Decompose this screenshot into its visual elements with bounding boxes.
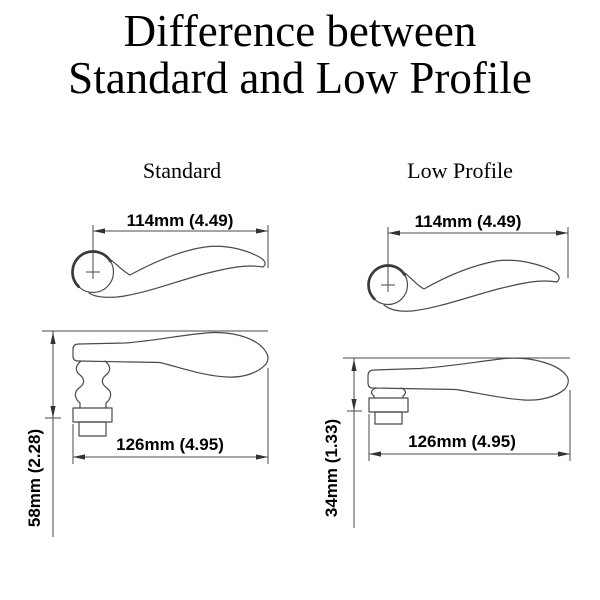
lowprofile-top-view-drawing [367, 259, 560, 312]
arrowhead-down [351, 399, 357, 411]
arrowhead-left [388, 230, 400, 236]
standard-height-dimension: 58mm (2.28) [25, 330, 268, 537]
arrowhead-left [369, 451, 381, 457]
arrowhead-down [50, 406, 56, 418]
arrowhead-right [256, 228, 268, 234]
standard-top-width-dimension: 114mm (4.49) [86, 211, 269, 279]
standard-top-view-drawing [71, 245, 266, 298]
column-label-low-profile: Low Profile [407, 158, 513, 183]
standard-side-view-drawing [72, 331, 269, 437]
neck-right-profile [101, 360, 112, 409]
dimension-label: 114mm (4.49) [415, 212, 522, 231]
lever-side-outline [72, 331, 269, 378]
dimension-label: 114mm (4.49) [127, 211, 234, 230]
arrowhead-right [556, 230, 568, 236]
lowprofile-side-view: 34mm (1.33) 126mm (4.95) [322, 357, 571, 528]
dimension-label: 126mm (4.95) [408, 432, 516, 451]
lowprofile-top-width-dimension: 114mm (4.49) [381, 212, 569, 292]
arrowhead-left [73, 454, 85, 460]
spindle-base [78, 421, 107, 437]
arrowhead-right [256, 454, 268, 460]
lowprofile-side-view-drawing [367, 357, 569, 425]
lowprofile-length-dimension: 126mm (4.95) [368, 390, 571, 461]
dimension-label: 126mm (4.95) [116, 435, 224, 454]
title-line-2: Standard and Low Profile [68, 53, 532, 103]
neck-right-profile [400, 387, 407, 399]
lever-side-outline [367, 357, 569, 401]
dimension-label: 58mm (2.28) [25, 429, 44, 527]
title-line-1: Difference between [123, 6, 477, 56]
lever-rose-thick-arc [71, 250, 115, 294]
arrowhead-left [93, 228, 105, 234]
spindle-collar [72, 407, 113, 423]
lowprofile-height-dimension: 34mm (1.33) [322, 357, 570, 528]
lever-rose-thick-arc [367, 264, 409, 306]
standard-length-dimension: 126mm (4.95) [72, 368, 269, 464]
arrowhead-right [558, 451, 570, 457]
column-label-standard: Standard [142, 158, 222, 183]
spindle-base [374, 411, 403, 425]
arrowhead-up [351, 359, 357, 371]
page-title: Difference between Standard and Low Prof… [0, 8, 600, 102]
lever-top-outline [88, 245, 266, 298]
arrowhead-up [50, 332, 56, 344]
neck-left-profile [370, 387, 377, 399]
lowprofile-top-view: 114mm (4.49) [367, 212, 569, 312]
neck-left-profile [74, 360, 85, 409]
standard-top-view: 114mm (4.49) [71, 211, 269, 298]
dimension-label: 34mm (1.33) [322, 419, 341, 517]
standard-side-view: 58mm (2.28) 126mm (4.95) [25, 330, 269, 537]
spindle-collar [368, 397, 409, 413]
lever-top-outline [383, 259, 560, 312]
